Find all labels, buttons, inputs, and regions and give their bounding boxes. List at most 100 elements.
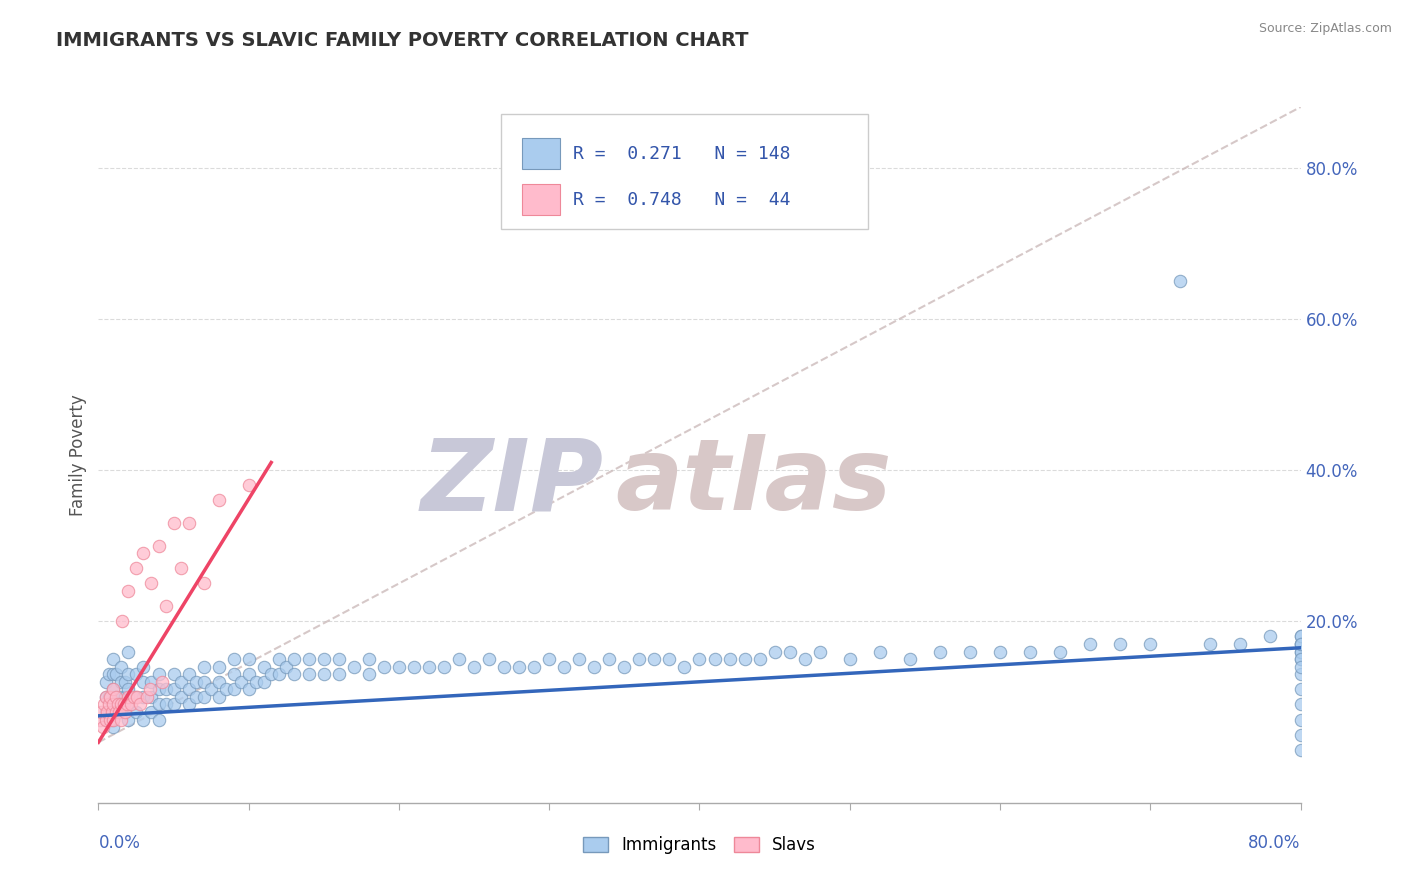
Point	[162, 682, 184, 697]
Point	[238, 682, 260, 697]
Point	[253, 674, 276, 689]
Point	[494, 659, 516, 673]
Point	[1109, 637, 1132, 651]
Point	[988, 644, 1011, 658]
Point	[508, 659, 530, 673]
Point	[96, 705, 118, 719]
Point	[148, 698, 170, 712]
Point	[523, 659, 546, 673]
Point	[222, 652, 245, 666]
Point	[103, 713, 125, 727]
Point	[148, 539, 170, 553]
Point	[1289, 637, 1312, 651]
Point	[148, 667, 170, 681]
Point	[1289, 652, 1312, 666]
FancyBboxPatch shape	[501, 114, 868, 229]
Point	[100, 713, 122, 727]
Point	[418, 659, 440, 673]
Point	[231, 674, 253, 689]
Point	[91, 720, 114, 734]
Point	[177, 682, 200, 697]
Point	[177, 667, 200, 681]
Point	[568, 652, 591, 666]
Point	[208, 493, 231, 508]
Point	[1289, 644, 1312, 658]
Point	[132, 713, 155, 727]
Point	[1289, 652, 1312, 666]
Point	[1019, 644, 1042, 658]
Point	[793, 652, 815, 666]
Point	[177, 516, 200, 530]
Point	[260, 667, 283, 681]
Point	[94, 705, 117, 719]
FancyBboxPatch shape	[522, 184, 560, 215]
Point	[748, 652, 770, 666]
Point	[124, 690, 146, 704]
Point	[1229, 637, 1251, 651]
Legend: Immigrants, Slavs: Immigrants, Slavs	[576, 830, 823, 861]
Point	[447, 652, 470, 666]
FancyBboxPatch shape	[522, 138, 560, 169]
Point	[298, 667, 321, 681]
Text: atlas: atlas	[616, 434, 891, 532]
Point	[110, 659, 132, 673]
Point	[898, 652, 921, 666]
Point	[1078, 637, 1101, 651]
Point	[117, 713, 139, 727]
Point	[94, 690, 117, 704]
Point	[103, 682, 125, 697]
Point	[1289, 682, 1312, 697]
Text: 0.0%: 0.0%	[98, 834, 141, 852]
Point	[658, 652, 681, 666]
Point	[200, 682, 222, 697]
Point	[110, 674, 132, 689]
Point	[283, 652, 305, 666]
Point	[155, 682, 177, 697]
Point	[1139, 637, 1161, 651]
Text: R =  0.271   N = 148: R = 0.271 N = 148	[574, 145, 790, 162]
Point	[112, 698, 135, 712]
Point	[838, 652, 860, 666]
Point	[121, 698, 143, 712]
Point	[238, 652, 260, 666]
Point	[94, 713, 117, 727]
Point	[734, 652, 756, 666]
Point	[105, 667, 128, 681]
Point	[238, 478, 260, 492]
Point	[1289, 743, 1312, 757]
Point	[132, 690, 155, 704]
Point	[312, 652, 335, 666]
Point	[373, 659, 395, 673]
Point	[1289, 728, 1312, 742]
Point	[93, 698, 115, 712]
Point	[312, 667, 335, 681]
Point	[90, 705, 112, 719]
Point	[125, 705, 148, 719]
Point	[1289, 713, 1312, 727]
Point	[1289, 629, 1312, 643]
Point	[139, 674, 162, 689]
Point	[215, 682, 238, 697]
Point	[357, 667, 380, 681]
Point	[779, 644, 801, 658]
Point	[170, 674, 193, 689]
Point	[117, 644, 139, 658]
Point	[598, 652, 620, 666]
Point	[184, 674, 207, 689]
Point	[114, 690, 136, 704]
Point	[245, 674, 267, 689]
Point	[148, 682, 170, 697]
Point	[184, 690, 207, 704]
Point	[125, 561, 148, 575]
Text: Source: ZipAtlas.com: Source: ZipAtlas.com	[1258, 22, 1392, 36]
Point	[107, 698, 129, 712]
Point	[101, 705, 124, 719]
Text: R =  0.748   N =  44: R = 0.748 N = 44	[574, 191, 790, 209]
Point	[139, 576, 162, 591]
Point	[538, 652, 561, 666]
Point	[111, 615, 134, 629]
Point	[1260, 629, 1282, 643]
Text: ZIP: ZIP	[420, 434, 603, 532]
Point	[193, 576, 215, 591]
Point	[114, 674, 136, 689]
